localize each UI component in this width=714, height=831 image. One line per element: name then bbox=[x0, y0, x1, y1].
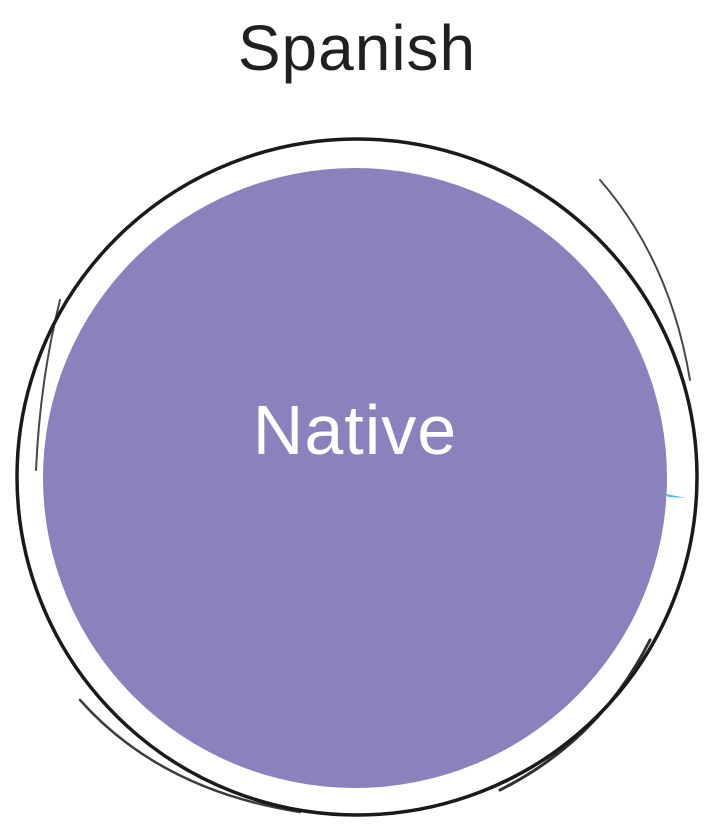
proficiency-label: Native bbox=[252, 391, 458, 469]
fill-edge-texture bbox=[559, 229, 626, 301]
accent-brush-mark bbox=[666, 494, 686, 498]
language-title: Spanish bbox=[237, 12, 477, 84]
proficiency-fill-circle bbox=[43, 168, 667, 788]
outer-ring bbox=[15, 137, 699, 817]
